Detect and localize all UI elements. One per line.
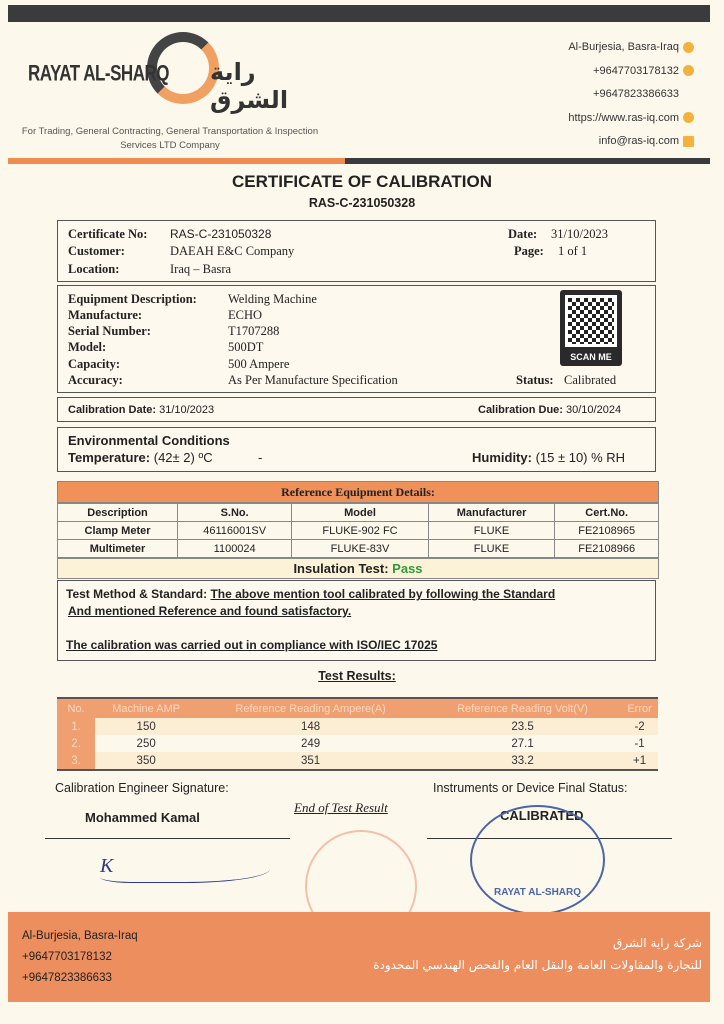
- table-row: 2. 250 249 27.1 -1: [57, 735, 658, 752]
- test-method-box: Test Method & Standard: The above mentio…: [57, 580, 656, 661]
- table-cell: -2: [634, 720, 645, 733]
- table-cell: Machine AMP: [95, 699, 198, 718]
- table-cell: Description: [56, 503, 179, 522]
- footer-arabic: شركة راية الشرق للتجارة والمقاولات العامة…: [373, 936, 702, 972]
- table-cell: Reference Reading Volt(V): [423, 699, 622, 718]
- environment-box: Environmental Conditions Temperature: (4…: [57, 427, 656, 472]
- table-cell: Model: [291, 503, 429, 522]
- divider-dark: [345, 158, 710, 164]
- table-cell: 33.2: [511, 754, 534, 767]
- table-row: Multimeter 1100024 FLUKE-83V FLUKE FE2108966: [56, 539, 659, 558]
- table-cell: FLUKE-83V: [291, 539, 429, 558]
- certificate-reference: RAS-C-231050328: [308, 196, 416, 210]
- table-cell: Cert.No.: [554, 503, 659, 522]
- signature-line: [45, 838, 290, 839]
- footer: Al-Burjesia, Basra-Iraq +9647703178132 +96…: [8, 912, 710, 1002]
- table-cell: Reference Reading Ampere(A): [197, 699, 424, 718]
- table-cell: 150: [136, 720, 156, 733]
- table-cell: FLUKE: [427, 539, 556, 558]
- qr-code-icon: [565, 295, 617, 347]
- table-cell: 3.: [57, 752, 95, 769]
- table-cell: 249: [301, 737, 321, 750]
- company-stamp: RAYAT AL-SHARQ: [470, 805, 605, 915]
- table-cell: 350: [136, 754, 156, 767]
- contact-website[interactable]: https://www.ras-iq.com: [568, 107, 694, 131]
- customer: DAEAH E&C Company: [170, 244, 295, 258]
- contact-phone-2: +9647823386633: [593, 88, 679, 100]
- table-cell: 1100024: [177, 539, 293, 558]
- location-pin-icon: [683, 41, 694, 53]
- table-cell: FE2108965: [554, 521, 659, 540]
- contact-address: Al-Burjesia, Basra-Iraq: [568, 36, 694, 60]
- company-tagline: For Trading, General Contracting, Genera…: [21, 126, 319, 151]
- table-cell: 27.1: [511, 737, 534, 750]
- table-row: 1. 150 148 23.5 -2: [57, 718, 658, 735]
- cert-no: RAS-C-231050328: [170, 227, 272, 241]
- insulation-test: Insulation Test: Pass: [57, 558, 659, 579]
- mail-icon: [683, 135, 694, 147]
- table-cell: 23.5: [511, 720, 534, 733]
- table-cell: Error: [621, 699, 658, 718]
- insulation-status: Pass: [392, 561, 423, 576]
- end-of-test-result: End of Test Result: [294, 800, 388, 815]
- contact-email[interactable]: info@ras-iq.com: [568, 130, 694, 154]
- table-row: 3. 350 351 33.2 +1: [57, 752, 658, 769]
- table-cell: -1: [634, 737, 645, 750]
- logo-text-en: RAYAT AL-SHARQ: [28, 61, 169, 86]
- company-logo: RAYAT AL-SHARQ راية الشرق: [25, 30, 325, 125]
- table-cell: 250: [136, 737, 156, 750]
- globe-icon: [683, 112, 694, 124]
- status-value: Calibrated: [564, 373, 617, 387]
- date: 31/10/2023: [551, 227, 608, 241]
- location: Iraq – Basra: [170, 262, 232, 276]
- qr-code[interactable]: SCAN ME: [560, 290, 622, 366]
- test-results-table: No. Machine AMP Reference Reading Ampere(A…: [57, 697, 658, 771]
- engineer-label: Calibration Engineer Signature:: [55, 781, 229, 795]
- page-title: CERTIFICATE OF CALIBRATION: [231, 172, 492, 191]
- table-cell: Manufacturer: [427, 503, 556, 522]
- logo-text-ar: راية الشرق: [210, 58, 289, 114]
- table-cell: 46116001SV: [177, 521, 293, 540]
- divider-orange: [8, 158, 345, 164]
- table-cell: 351: [301, 754, 321, 767]
- header-contacts: Al-Burjesia, Basra-Iraq +9647703178132 +…: [568, 36, 694, 154]
- calibration-dates-box: Calibration Date: 31/10/2023 Calibration…: [57, 397, 656, 422]
- table-cell: FLUKE-902 FC: [291, 521, 429, 540]
- table-cell: No.: [57, 699, 95, 718]
- engineer-name: Mohammed Kamal: [85, 810, 200, 825]
- table-cell: Clamp Meter: [56, 521, 179, 540]
- table-cell: 1.: [57, 718, 95, 735]
- certificate-info-box: Certificate No: RAS-C-231050328 Customer…: [57, 220, 656, 282]
- contact-phone-1: +9647703178132: [568, 60, 694, 84]
- table-cell: 2.: [57, 735, 95, 752]
- table-cell: S.No.: [177, 503, 293, 522]
- gear-logo-icon: [147, 32, 219, 104]
- phone-icon: [683, 65, 694, 77]
- signature: K: [100, 855, 270, 883]
- table-cell: Multimeter: [56, 539, 179, 558]
- reference-equipment-table: Reference Equipment Details: Description…: [56, 481, 659, 579]
- table-cell: FLUKE: [427, 521, 556, 540]
- table-cell: +1: [633, 754, 647, 767]
- table-cell: FE2108966: [554, 539, 659, 558]
- top-bar: [8, 5, 710, 22]
- page-number: 1 of 1: [558, 244, 588, 258]
- test-results-heading: Test Results:: [318, 669, 396, 683]
- equipment-box: Equipment Description: Welding Machine M…: [57, 285, 656, 393]
- footer-contacts: Al-Burjesia, Basra-Iraq +9647703178132 +96…: [22, 930, 138, 984]
- table-cell: 148: [301, 720, 321, 733]
- final-status-label: Instruments or Device Final Status:: [433, 781, 628, 795]
- table-row: Clamp Meter 46116001SV FLUKE-902 FC FLUKE FE…: [56, 521, 659, 540]
